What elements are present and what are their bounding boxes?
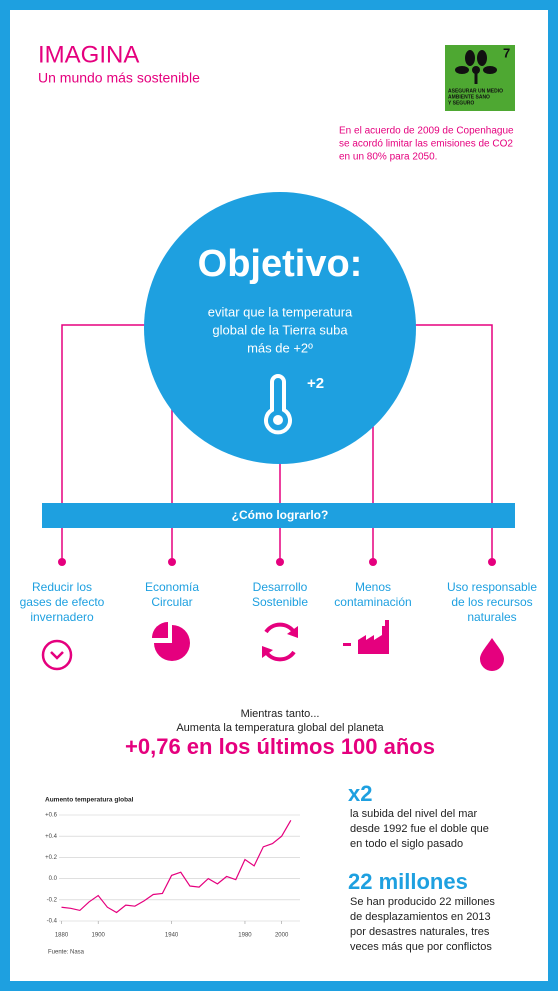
icons	[41, 620, 504, 671]
subtitle: Un mundo más sostenible	[38, 70, 200, 86]
note: en un 80% para 2050.	[339, 152, 437, 163]
fact-text: de desplazamientos en 2013	[350, 911, 491, 923]
meanwhile: Mientras tanto...	[241, 708, 320, 720]
chart-source: Fuente: Nasa	[48, 950, 85, 956]
item-dot	[168, 558, 176, 566]
item-dot	[488, 558, 496, 566]
badge-number: 7	[503, 45, 510, 60]
y-tick-label: +0.2	[45, 855, 58, 861]
note: se acordó limitar las emisiones de CO2	[339, 139, 513, 150]
item-label: de los recursos	[451, 595, 532, 609]
fact-text: la subida del nivel del mar	[350, 808, 478, 820]
y-tick-label: 0.0	[49, 876, 58, 882]
objective-text: más de +2º	[247, 340, 313, 355]
objective-title: Objetivo:	[198, 243, 363, 285]
meanwhile: Aumenta la temperatura global del planet…	[176, 722, 384, 734]
temperature-line	[61, 819, 292, 914]
x-tick-label: 1900	[92, 933, 106, 939]
item-label: Desarrollo	[253, 580, 308, 594]
badge-text: AMBIENTE SANO	[448, 94, 490, 100]
item-label: naturales	[467, 610, 516, 624]
item-label: Reducir los	[32, 580, 92, 594]
badge-text: Y SEGURO	[448, 100, 474, 106]
item-dot	[276, 558, 284, 566]
objective-circle	[144, 192, 416, 464]
how-bar	[42, 503, 515, 528]
item-label: gases de efecto	[20, 595, 105, 609]
item-label: Uso responsable	[447, 580, 537, 594]
y-tick-label: -0.2	[47, 897, 58, 903]
item-label: Menos	[355, 580, 391, 594]
item-label: contaminación	[334, 595, 411, 609]
fact-text: Se han producido 22 millones	[350, 896, 495, 908]
badge-text: ASEGURAR UN MEDIO	[448, 88, 503, 94]
y-tick-label: +0.4	[45, 834, 58, 840]
sdg-badge: 7 ASEGURAR UN MEDIO AMBIENTE SANO Y SEGU…	[445, 45, 515, 111]
item-label: invernadero	[30, 610, 94, 624]
objective-text: global de la Tierra suba	[212, 322, 348, 337]
fact-text: desde 1992 fue el doble que	[350, 823, 489, 835]
fact-text: veces más que por conflictos	[350, 941, 492, 953]
fact-title: 22 millones	[348, 869, 468, 894]
item-dot	[369, 558, 377, 566]
y-tick-label: -0.4	[47, 919, 58, 925]
chart-title: Aumento temperatura global	[45, 797, 134, 804]
fact-title: x2	[348, 781, 372, 806]
title: IMAGINA	[38, 41, 139, 68]
how-title: ¿Cómo lograrlo?	[232, 508, 329, 522]
x-tick-label: 1940	[165, 933, 179, 939]
x-tick-label: 1980	[238, 933, 252, 939]
y-tick-label: +0.6	[45, 813, 58, 819]
thermometer-icon	[264, 374, 292, 435]
fact-text: por desastres naturales, tres	[350, 926, 490, 938]
item-dot	[58, 558, 66, 566]
note: En el acuerdo de 2009 de Copenhague	[339, 126, 514, 137]
item-label: Sostenible	[252, 595, 308, 609]
headline: +0,76 en los últimos 100 años	[125, 734, 435, 759]
thermometer-label: +2	[307, 375, 324, 392]
objective-text: evitar que la temperatura	[208, 304, 353, 319]
x-tick-label: 2000	[275, 933, 289, 939]
item-label: Circular	[151, 595, 192, 609]
item-label: Economía	[145, 580, 199, 594]
x-tick-label: 1880	[55, 933, 69, 939]
fact-text: en todo el siglo pasado	[350, 838, 463, 850]
